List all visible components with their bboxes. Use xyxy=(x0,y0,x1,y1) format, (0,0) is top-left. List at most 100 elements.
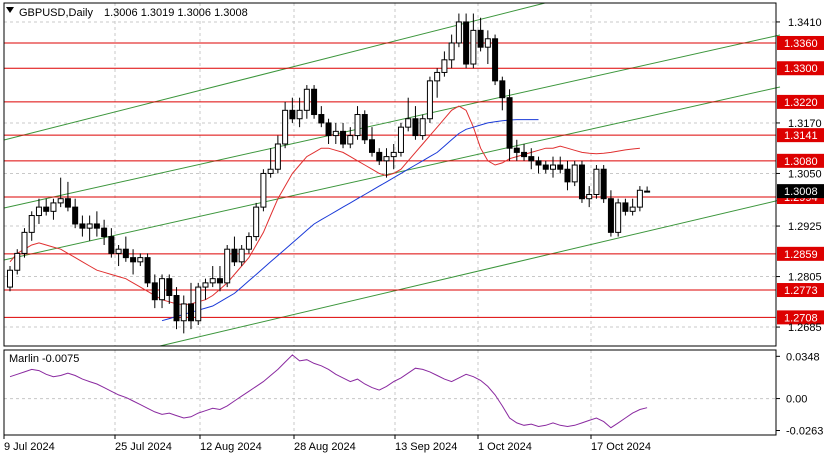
indicator-tick-label: 0.00 xyxy=(786,394,807,406)
candle-body xyxy=(130,257,137,263)
candle-body xyxy=(521,151,528,158)
candle-body xyxy=(282,109,289,145)
candle-body xyxy=(586,193,593,200)
candle-body xyxy=(463,21,470,65)
current-price-tag xyxy=(777,184,824,199)
candle-body xyxy=(115,248,122,254)
candle-body xyxy=(376,151,383,162)
level-tag-label: 1.3080 xyxy=(784,156,818,168)
time-tick-label: 25 Jul 2024 xyxy=(115,441,172,453)
time-tick-label: 9 Jul 2024 xyxy=(4,441,55,453)
candle-body xyxy=(159,278,166,301)
candle-body xyxy=(101,227,108,238)
candle-body xyxy=(492,38,499,82)
candle-body xyxy=(564,168,571,183)
candle-body xyxy=(108,236,115,254)
candle-body xyxy=(195,286,202,322)
candle-body xyxy=(86,223,93,229)
candle-body xyxy=(513,147,520,153)
level-tag xyxy=(777,35,824,50)
candle-body xyxy=(340,130,347,145)
price-tick-label: 1.2805 xyxy=(788,272,822,284)
candle-body xyxy=(238,248,245,263)
candle-body xyxy=(188,303,194,322)
candle-body xyxy=(354,114,361,137)
level-tag-label: 1.2708 xyxy=(784,312,818,324)
candle-body xyxy=(600,168,607,200)
level-tag-label: 1.2773 xyxy=(784,285,818,297)
candle-body xyxy=(137,257,144,263)
candle-body xyxy=(470,29,477,65)
indicator-tick-label: -0.0263 xyxy=(786,426,823,438)
candle-body xyxy=(253,206,260,238)
ohlc-readout: 1.3006 1.3019 1.3006 1.3008 xyxy=(104,7,248,19)
candle-body xyxy=(542,164,549,170)
candle-body xyxy=(209,278,216,284)
level-tag xyxy=(777,61,824,76)
level-tag-label: 1.3360 xyxy=(784,38,818,50)
candle-body xyxy=(64,198,71,208)
price-tick-label: 1.2685 xyxy=(788,322,822,334)
candle-body xyxy=(7,269,13,288)
candle-body xyxy=(593,168,600,195)
level-tag xyxy=(777,246,824,261)
candle-body xyxy=(550,164,556,170)
candle-body xyxy=(173,294,180,322)
time-tick-label: 28 Aug 2024 xyxy=(294,441,356,453)
time-axis: 9 Jul 2024 25 Jul 2024 12 Aug 2024 28 Aug 2… xyxy=(3,435,651,453)
ma-slow-line xyxy=(161,119,539,322)
candle-body xyxy=(571,164,578,183)
moving-averages xyxy=(9,105,640,322)
candle-body xyxy=(296,109,303,120)
candle-body xyxy=(231,248,238,263)
candle-body xyxy=(578,164,585,200)
candle-body xyxy=(383,156,390,162)
price-tick-label: 1.3410 xyxy=(788,17,822,29)
level-tag xyxy=(777,283,824,298)
price-tick-label: 1.3170 xyxy=(788,118,822,130)
time-tick-label: 13 Sep 2024 xyxy=(395,441,457,453)
channel-line xyxy=(159,199,781,347)
candle-body xyxy=(455,21,462,44)
candle-body xyxy=(166,278,173,296)
candle-body xyxy=(477,29,484,48)
candle-body xyxy=(289,109,296,120)
candle-body xyxy=(303,88,310,111)
candle-body xyxy=(72,206,79,225)
candle-body xyxy=(332,130,339,137)
candlesticks xyxy=(7,13,651,334)
candle-body xyxy=(607,198,614,233)
candle-body xyxy=(260,172,267,208)
price-tick-label: 1.2925 xyxy=(788,221,822,233)
channel-line xyxy=(3,34,781,209)
candle-body xyxy=(43,206,50,212)
level-tag xyxy=(777,153,824,168)
collapse-arrow-icon[interactable] xyxy=(6,7,14,13)
indicator-label: Marlin -0.0075 xyxy=(9,353,79,365)
candle-body xyxy=(441,59,448,73)
candle-body xyxy=(14,252,21,271)
candle-body xyxy=(93,223,100,229)
candle-body xyxy=(21,231,28,254)
candle-body xyxy=(144,257,151,284)
level-tag-label: 1.3220 xyxy=(784,97,818,109)
price-tick-label: 1.3050 xyxy=(788,168,822,180)
indicator-plot-frame xyxy=(3,349,777,436)
symbol-label: GBPUSD,Daily xyxy=(19,7,93,19)
level-tag xyxy=(777,310,824,325)
candle-body xyxy=(636,189,643,208)
candle-body xyxy=(434,71,441,82)
candle-body xyxy=(311,88,318,116)
candle-body xyxy=(397,126,404,153)
level-tag-label: 1.3300 xyxy=(784,63,818,75)
candle-body xyxy=(180,303,187,322)
current-price-label: 1.3008 xyxy=(784,186,818,198)
level-tag-label: 1.3141 xyxy=(784,130,818,142)
marlin-indicator xyxy=(4,354,776,429)
time-tick-label: 1 Oct 2024 xyxy=(478,441,532,453)
candle-body xyxy=(644,190,651,193)
candle-body xyxy=(361,114,368,141)
candle-body xyxy=(224,248,231,284)
